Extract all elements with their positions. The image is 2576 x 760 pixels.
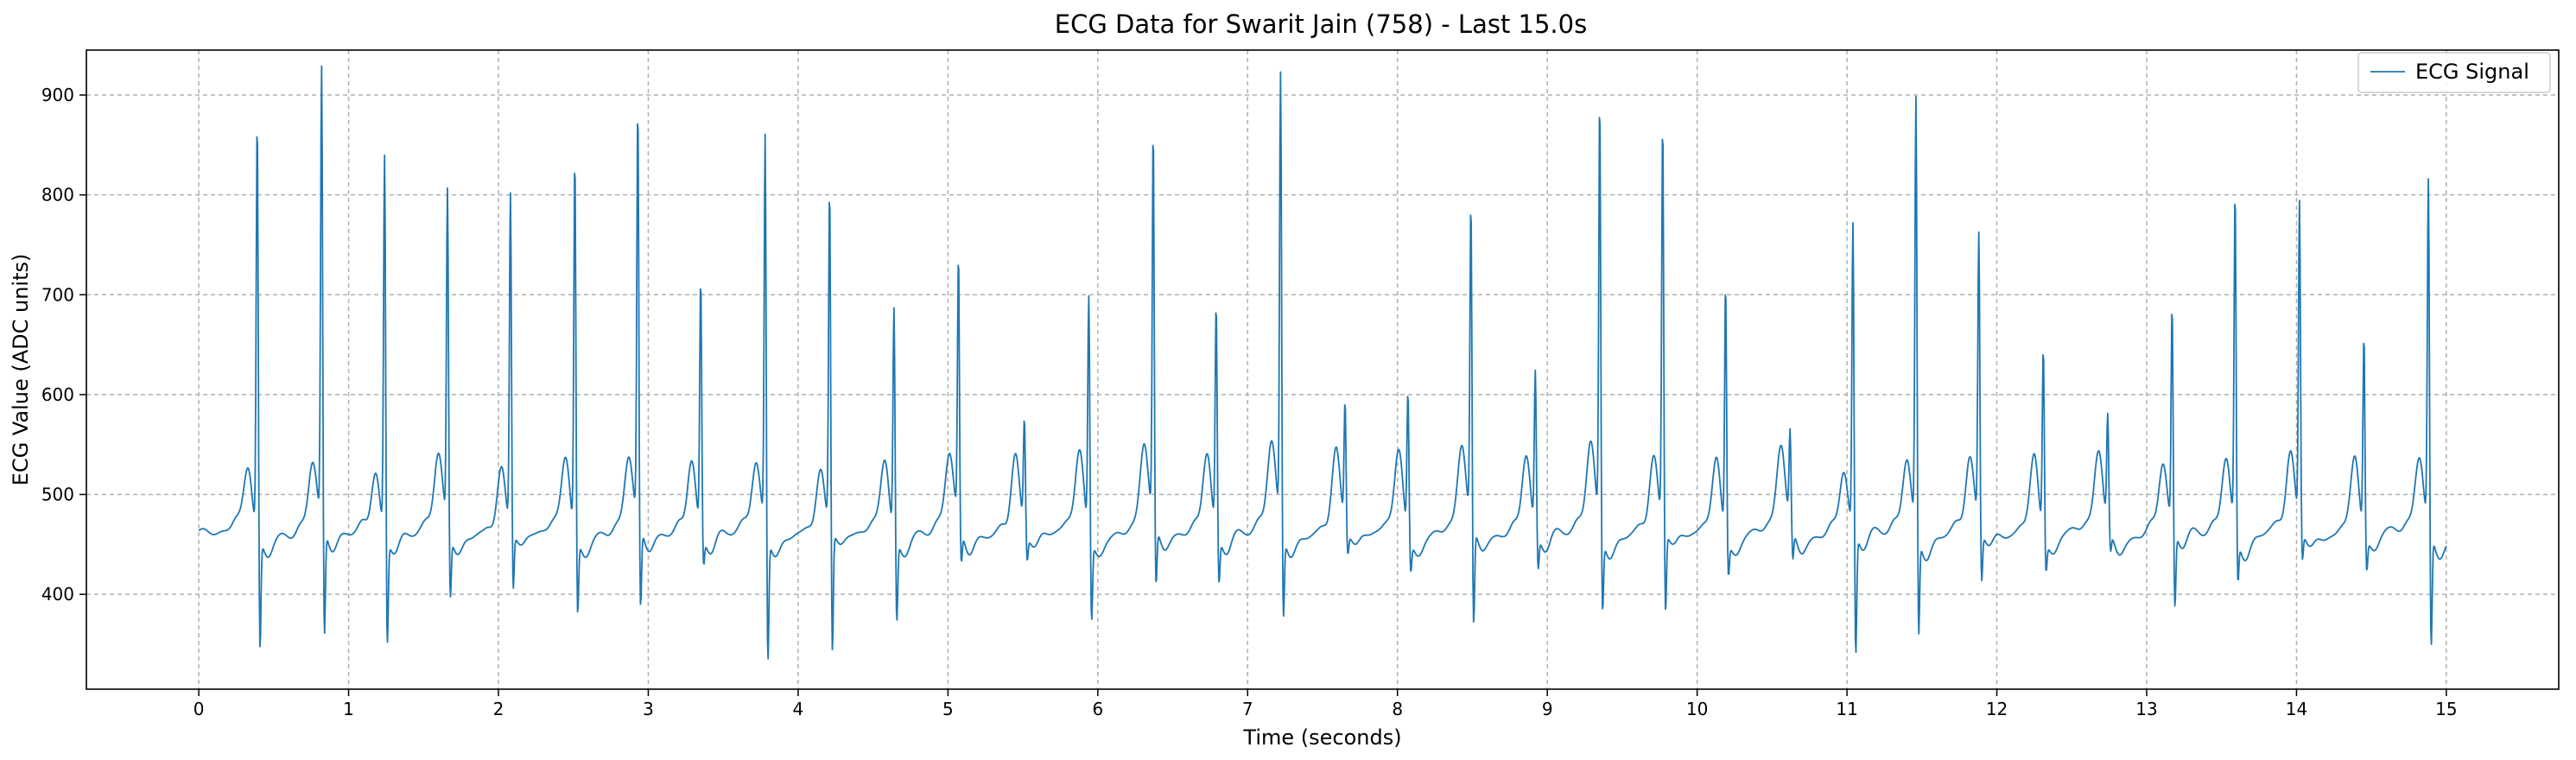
- y-tick-label: 500: [41, 484, 74, 505]
- legend-box: [2357, 52, 2551, 93]
- y-tick-label: 800: [41, 185, 74, 206]
- x-axis-ticks: 0 1 2 3 4 5 6 7 8 9 10 11 12 13 14 15: [194, 689, 2458, 719]
- x-tick-label: 5: [942, 699, 954, 719]
- plot-area: [198, 65, 2447, 660]
- x-tick-label: 10: [1686, 699, 1708, 719]
- x-tick-label: 2: [493, 699, 504, 719]
- ecg-signal-line: [198, 65, 2447, 660]
- x-tick-label: 14: [2286, 699, 2307, 719]
- x-tick-label: 12: [1986, 699, 2008, 719]
- x-tick-label: 8: [1392, 699, 1403, 719]
- y-tick-label: 900: [41, 85, 74, 105]
- y-tick-label: 400: [41, 584, 74, 605]
- grid-lines: [86, 50, 2559, 689]
- x-tick-label: 1: [343, 699, 354, 719]
- y-axis-label: ECG Value (ADC units): [9, 254, 33, 486]
- x-tick-label: 11: [1836, 699, 1857, 719]
- plot-frame: [86, 49, 2560, 690]
- chart-title: ECG Data for Swarit Jain (758) - Last 15…: [1055, 10, 1587, 39]
- x-tick-label: 4: [793, 699, 804, 719]
- x-tick-label: 13: [2135, 699, 2157, 719]
- x-tick-label: 9: [1542, 699, 1553, 719]
- x-tick-label: 15: [2435, 699, 2457, 719]
- x-tick-label: 7: [1242, 699, 1253, 719]
- x-tick-label: 3: [643, 699, 654, 719]
- x-axis-label: Time (seconds): [1242, 725, 1401, 750]
- y-tick-label: 700: [41, 284, 74, 305]
- legend: ECG Signal: [2357, 52, 2551, 93]
- legend-label-ecg-signal: ECG Signal: [2415, 60, 2529, 84]
- x-tick-label: 0: [194, 699, 205, 719]
- y-axis-ticks: 400 500 600 700 800 900: [41, 85, 86, 605]
- x-tick-label: 6: [1092, 699, 1103, 719]
- y-tick-label: 600: [41, 384, 74, 405]
